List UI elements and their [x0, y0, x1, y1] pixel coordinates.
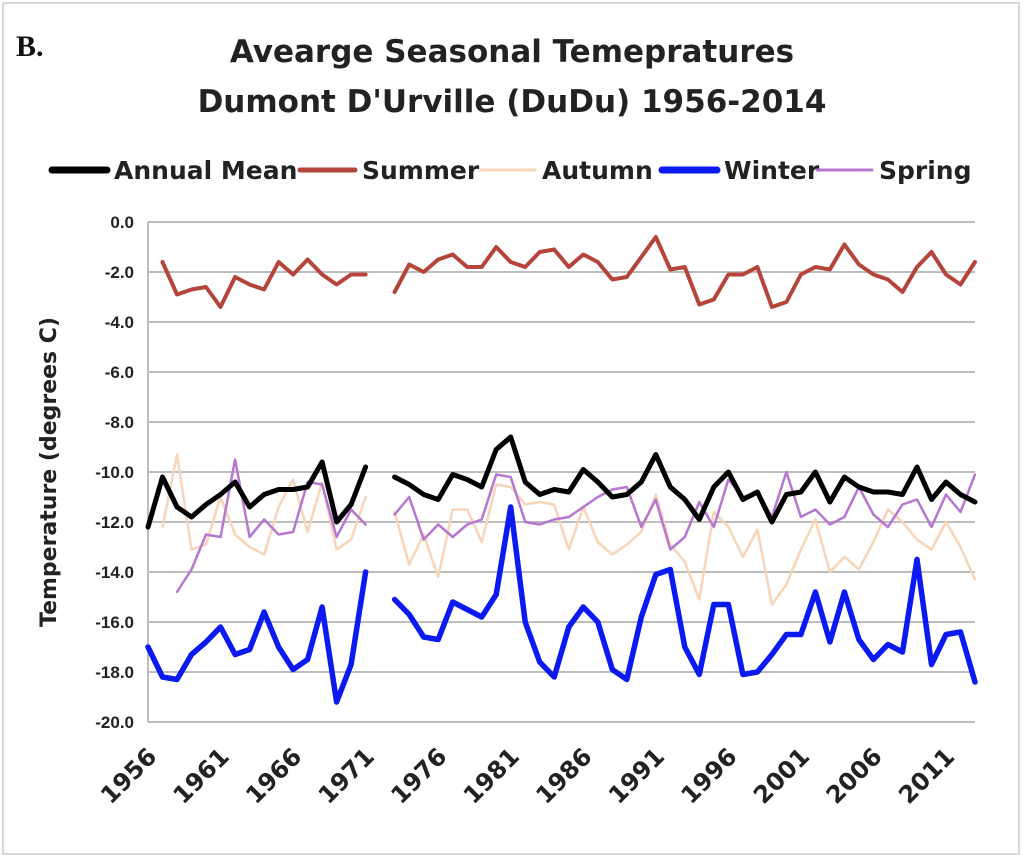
x-tick-label: 1981: [458, 742, 525, 809]
y-axis-title: Temperature (degrees C): [37, 317, 62, 627]
y-tick-label: -12.0: [95, 513, 134, 532]
series-line-autumn: [161, 453, 977, 606]
x-tick-label: 1976: [385, 742, 452, 809]
y-tick-label: -6.0: [105, 363, 134, 382]
series-line-winter: [145, 504, 978, 705]
x-tick-label: 1996: [676, 742, 743, 809]
x-tick-label: 1956: [95, 742, 162, 809]
x-tick-label: 2006: [821, 742, 888, 809]
legend-label-spring: Spring: [879, 156, 972, 185]
legend: Annual Mean Summer Autumn Winter Spring: [48, 156, 972, 185]
x-tick-label: 2001: [748, 742, 815, 809]
legend-label-winter: Winter: [724, 156, 820, 185]
panel-label: B.: [16, 30, 44, 63]
legend-label-annual-mean: Annual Mean: [114, 156, 297, 185]
y-tick-label: -18.0: [95, 663, 134, 682]
chart-subtitle: Dumont D'Urville (DuDu) 1956-2014: [198, 84, 827, 120]
chart-title: Avearge Seasonal Temepratures: [230, 34, 794, 70]
y-tick-label: 0.0: [110, 213, 134, 232]
y-tick-label: -16.0: [95, 613, 134, 632]
x-tick-label: 1966: [240, 742, 307, 809]
x-tick-label: 2011: [893, 742, 960, 809]
y-tick-label: -8.0: [105, 413, 134, 432]
x-tick-label: 1991: [603, 742, 670, 809]
series-line-spring: [175, 458, 977, 594]
legend-label-summer: Summer: [362, 156, 480, 185]
series-lines: [145, 235, 978, 705]
gridlines: [147, 221, 975, 723]
series-line-summer: [160, 235, 977, 309]
x-tick-label: 1971: [313, 742, 380, 809]
y-tick-label: -14.0: [95, 563, 134, 582]
y-axis-ticks: 0.0 -2.0 -4.0 -6.0 -8.0 -10.0 -12.0 -14.0 -16.0 -…: [95, 213, 134, 732]
x-tick-label: 1961: [168, 742, 235, 809]
y-tick-label: -20.0: [95, 713, 134, 732]
y-tick-label: -10.0: [95, 463, 134, 482]
series-line-annual-mean: [145, 434, 978, 530]
x-tick-label: 1986: [530, 742, 597, 809]
y-tick-label: -2.0: [105, 263, 134, 282]
legend-label-autumn: Autumn: [542, 156, 653, 185]
x-axis-ticks: 1956 1961 1966 1971 1976 1981 1986 1991 1996 2001…: [95, 742, 960, 809]
y-tick-label: -4.0: [105, 313, 134, 332]
